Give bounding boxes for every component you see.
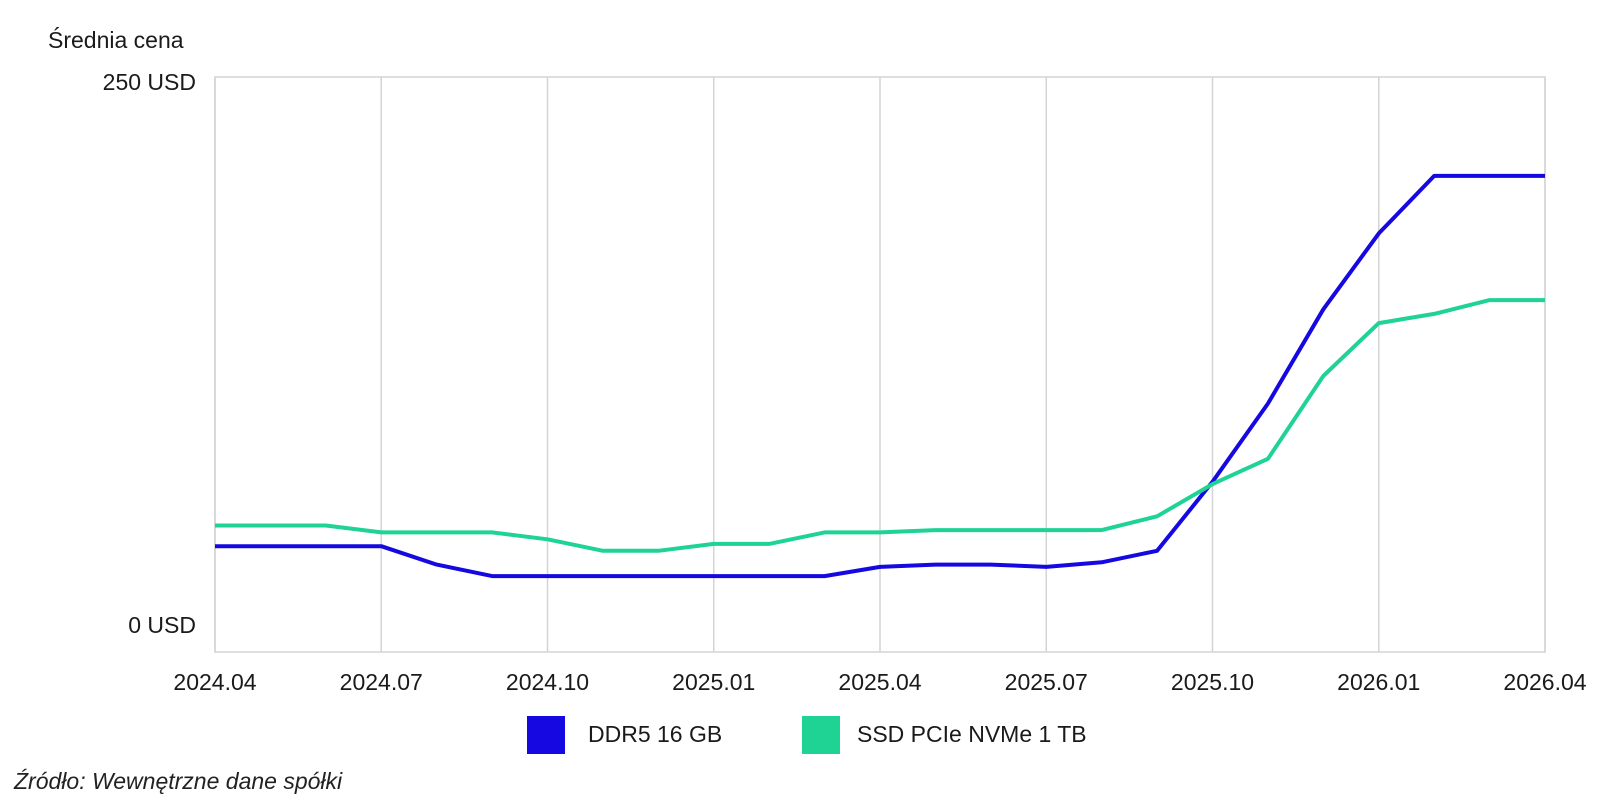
x-tick-label: 2025.04	[838, 669, 921, 695]
y-tick-label-max: 250 USD	[103, 69, 196, 95]
x-tick-label: 2025.10	[1171, 669, 1254, 695]
source-note: Źródło: Wewnętrzne dane spółki	[14, 768, 343, 794]
series-lines	[215, 173, 1545, 579]
legend: DDR5 16 GB SSD PCIe NVMe 1 TB	[527, 716, 1087, 754]
x-axis-ticks: 2024.04 2024.07 2024.10 2025.01 2025.04 2025.…	[173, 669, 1586, 695]
plot-area-frame	[214, 76, 1546, 653]
y-tick-label-min: 0 USD	[128, 612, 196, 638]
series-line-ddr5	[215, 173, 1545, 579]
x-tick-label: 2025.07	[1005, 669, 1088, 695]
legend-swatch-ssd	[802, 716, 840, 754]
x-tick-label: 2024.07	[340, 669, 423, 695]
legend-swatch-ddr5	[527, 716, 565, 754]
x-tick-label: 2024.04	[173, 669, 256, 695]
legend-label-ssd: SSD PCIe NVMe 1 TB	[857, 721, 1087, 747]
legend-label-ddr5: DDR5 16 GB	[588, 721, 722, 747]
y-axis-label: Średnia cena	[48, 26, 184, 53]
x-tick-label: 2025.01	[672, 669, 755, 695]
series-line-ssd	[215, 298, 1545, 553]
x-tick-label: 2026.04	[1503, 669, 1586, 695]
x-tick-label: 2026.01	[1337, 669, 1420, 695]
x-tick-label: 2024.10	[506, 669, 589, 695]
